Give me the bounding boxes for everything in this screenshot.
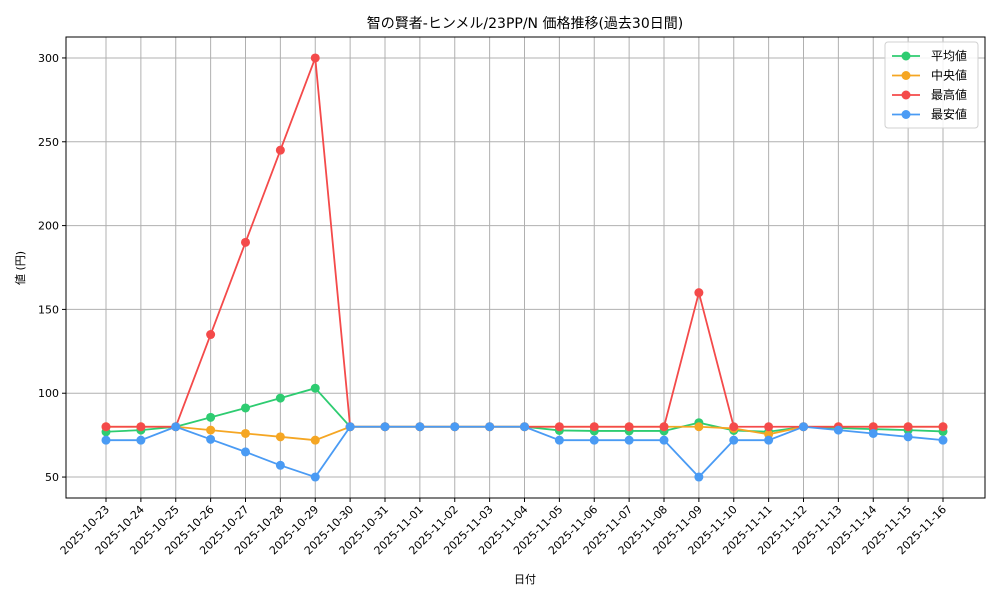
grid: [66, 37, 985, 498]
data-point: [206, 330, 216, 340]
y-tick-label: 300: [38, 52, 59, 65]
data-point: [345, 422, 355, 432]
data-point: [938, 422, 948, 432]
data-point: [729, 435, 739, 445]
y-axis-ticks: 50 100 150 200 250 300: [38, 52, 66, 484]
y-tick-label: 250: [38, 136, 59, 149]
legend-marker-icon: [901, 90, 911, 100]
legend-item: 平均値: [892, 48, 967, 63]
legend-item: 中央値: [892, 68, 967, 83]
legend-label: 最高値: [931, 87, 967, 102]
legend-marker-icon: [901, 110, 911, 119]
data-point: [729, 422, 739, 432]
data-point: [241, 237, 250, 247]
data-point: [485, 422, 495, 432]
data-point: [520, 422, 529, 432]
data-point: [624, 422, 634, 432]
data-point: [589, 435, 599, 445]
legend-item: 最高値: [892, 87, 967, 102]
data-point: [554, 435, 564, 445]
data-point: [310, 53, 320, 63]
legend-label: 平均値: [931, 48, 967, 63]
data-point: [275, 393, 285, 403]
data-point: [275, 432, 285, 442]
data-point: [764, 435, 774, 445]
data-point: [136, 435, 146, 445]
y-axis-label: 値 (円): [14, 251, 27, 285]
data-point: [136, 422, 146, 432]
data-point: [171, 422, 181, 432]
legend-marker-icon: [901, 71, 911, 80]
data-point: [241, 428, 250, 438]
data-point: [903, 432, 913, 442]
x-axis-label: 日付: [514, 573, 536, 586]
data-point: [868, 422, 878, 432]
data-point: [694, 288, 704, 298]
data-point: [275, 145, 285, 155]
data-point: [310, 472, 320, 482]
data-point: [206, 412, 216, 422]
data-point: [659, 435, 669, 445]
data-point: [310, 383, 320, 393]
data-point: [938, 435, 948, 445]
plot-frame: [65, 36, 986, 499]
data-point: [206, 434, 216, 444]
data-point: [659, 422, 669, 432]
y-tick-label: 200: [38, 220, 59, 233]
data-point: [694, 472, 704, 482]
data-point: [764, 422, 774, 432]
x-axis-ticks: 2025-10-232025-10-242025-10-252025-10-26…: [58, 498, 949, 557]
legend-label: 最安値: [931, 107, 967, 122]
data-point: [450, 422, 460, 432]
data-point: [415, 422, 425, 432]
series-3: [101, 422, 948, 482]
legend-label: 中央値: [931, 68, 967, 83]
data-point: [903, 422, 913, 432]
data-point: [868, 428, 878, 438]
data-point: [241, 447, 250, 457]
y-tick-label: 100: [38, 387, 59, 400]
y-tick-label: 150: [38, 303, 59, 316]
data-point: [101, 422, 111, 432]
data-point: [694, 422, 704, 432]
data-point: [589, 422, 599, 432]
series-lines: [101, 53, 948, 482]
data-point: [206, 425, 216, 435]
legend-item: 最安値: [892, 107, 967, 122]
data-point: [380, 422, 390, 432]
data-point: [833, 425, 843, 435]
data-point: [310, 435, 320, 445]
y-tick-label: 50: [45, 471, 59, 484]
legend-box: [884, 41, 979, 129]
chart-title: 智の賢者-ヒンメル/23PP/N 価格推移(過去30日間): [367, 16, 683, 32]
data-point: [275, 460, 285, 470]
data-point: [554, 422, 564, 432]
data-point: [799, 422, 808, 432]
data-point: [624, 435, 634, 445]
data-point: [101, 435, 111, 445]
legend-marker-icon: [901, 51, 911, 61]
data-point: [241, 403, 250, 413]
